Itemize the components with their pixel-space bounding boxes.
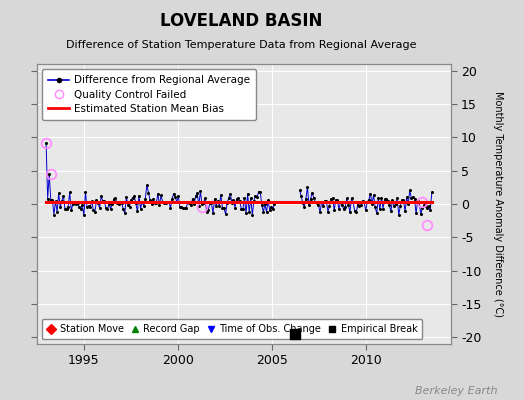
Y-axis label: Monthly Temperature Anomaly Difference (°C): Monthly Temperature Anomaly Difference (… <box>493 91 503 317</box>
Text: Berkeley Earth: Berkeley Earth <box>416 386 498 396</box>
Text: LOVELAND BASIN: LOVELAND BASIN <box>160 12 322 30</box>
Legend: Station Move, Record Gap, Time of Obs. Change, Empirical Break: Station Move, Record Gap, Time of Obs. C… <box>41 320 422 339</box>
Text: Difference of Station Temperature Data from Regional Average: Difference of Station Temperature Data f… <box>66 40 416 50</box>
